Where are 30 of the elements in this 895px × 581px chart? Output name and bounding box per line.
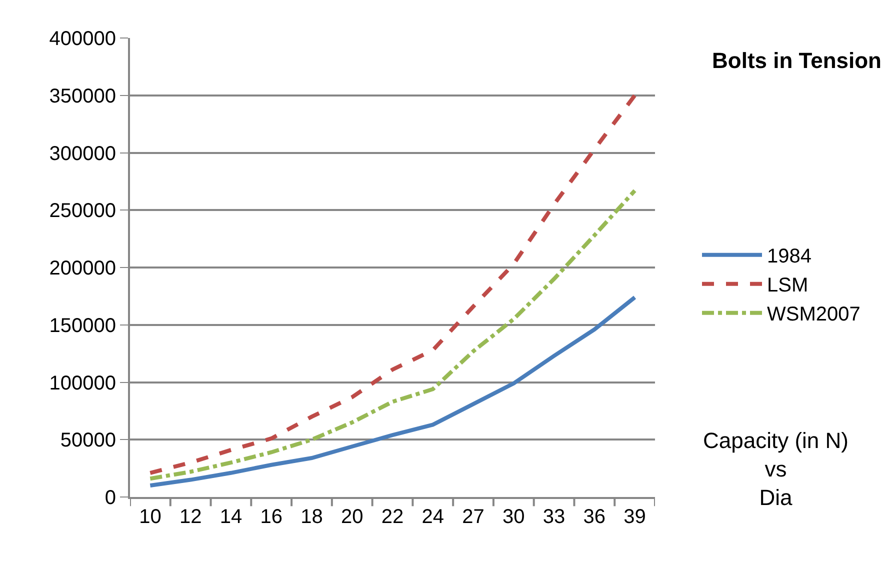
x-tick-label: 24 [422, 506, 444, 528]
y-tick-label: 50000 [60, 430, 116, 452]
x-tick-label: 14 [220, 506, 242, 528]
legend-label: WSM2007 [767, 304, 860, 326]
x-tick-label: 36 [583, 506, 606, 528]
y-tick-label: 100000 [49, 372, 116, 394]
line-series [148, 93, 637, 475]
y-tick-label: 0 [104, 487, 116, 509]
line-series [148, 188, 637, 481]
y-tick-label: 200000 [49, 258, 116, 280]
x-tick-label: 10 [139, 506, 162, 528]
y-tick-label: 250000 [49, 200, 116, 222]
x-tick-label: 33 [542, 506, 566, 528]
y-tick-label: 300000 [49, 142, 116, 165]
x-tick-label: 30 [502, 506, 525, 528]
text: Capacity (in N) vs Dia [703, 428, 848, 510]
legend-label: LSM [767, 274, 808, 297]
x-tick-label: 20 [340, 506, 364, 528]
x-tick-label: 27 [462, 506, 484, 528]
y-tick-label: 350000 [49, 85, 116, 108]
x-tick-label: 18 [300, 506, 323, 528]
x-tick-label: 16 [260, 506, 282, 528]
x-tick-label: 39 [624, 506, 646, 528]
y-tick-label: 400000 [49, 28, 116, 50]
text: Bolts in Tension [712, 48, 882, 73]
x-tick-label: 22 [381, 506, 404, 528]
x-tick-label: 12 [179, 506, 202, 528]
line-series [148, 295, 637, 488]
legend-label: 1984 [767, 246, 812, 268]
y-tick-label: 150000 [49, 314, 116, 337]
